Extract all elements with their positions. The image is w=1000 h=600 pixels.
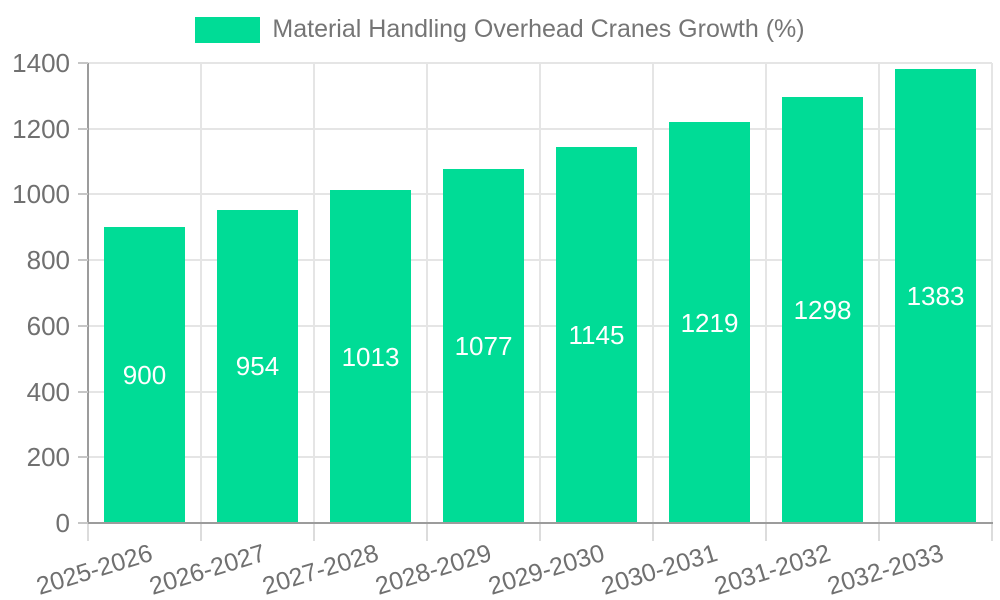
gridline-vertical	[991, 63, 993, 523]
gridline-vertical	[200, 63, 202, 523]
x-tick-label: 2027-2028	[259, 539, 382, 600]
x-tick-label: 2025-2026	[33, 539, 156, 600]
x-tick-label: 2032-2033	[824, 539, 947, 600]
gridline-vertical	[426, 63, 428, 523]
y-tick-mark	[78, 522, 88, 524]
bar-2031-2032: 1298	[782, 96, 863, 523]
gridline-vertical	[313, 63, 315, 523]
legend-series-label: Material Handling Overhead Cranes Growth…	[272, 15, 805, 43]
legend: Material Handling Overhead Cranes Growth…	[0, 15, 1000, 44]
bar-2032-2033: 1383	[895, 68, 976, 523]
x-tick-mark	[991, 524, 993, 541]
bar-value-label: 1013	[341, 341, 400, 372]
gridline-vertical	[765, 63, 767, 523]
gridline-vertical	[878, 63, 880, 523]
bar-value-label: 1145	[568, 319, 625, 350]
y-tick-mark	[78, 324, 88, 327]
y-tick-mark	[78, 127, 88, 130]
gridline-vertical	[539, 63, 541, 523]
y-tick-label: 800	[26, 245, 70, 276]
x-tick-label: 2031-2032	[711, 539, 834, 600]
y-tick-label: 1400	[12, 48, 70, 78]
bar-value-label: 954	[235, 351, 280, 382]
bar-2029-2030: 1145	[556, 146, 637, 523]
x-tick-mark	[765, 524, 767, 541]
x-tick-label: 2029-2030	[485, 539, 608, 600]
x-tick-label: 2030-2031	[598, 539, 721, 600]
y-tick-label: 200	[26, 442, 70, 473]
bar-value-label: 900	[122, 360, 167, 391]
bar-2026-2027: 954	[217, 209, 298, 523]
x-tick-label: 2026-2027	[146, 539, 269, 600]
legend-color-swatch	[195, 16, 261, 43]
x-tick-mark	[426, 524, 428, 541]
bar-value-label: 1077	[454, 331, 513, 362]
y-tick-mark	[78, 259, 88, 262]
y-tick-mark	[78, 456, 88, 459]
y-tick-mark	[78, 193, 88, 196]
y-tick-label: 600	[26, 310, 70, 341]
bar-2028-2029: 1077	[443, 169, 524, 523]
bar-2027-2028: 1013	[330, 190, 411, 523]
x-axis-line	[87, 522, 993, 524]
x-tick-mark	[539, 524, 541, 541]
bar-value-label: 1219	[680, 307, 739, 338]
x-tick-mark	[313, 524, 315, 541]
y-axis-line	[87, 63, 89, 541]
x-tick-mark	[652, 524, 654, 541]
x-tick-mark	[878, 524, 880, 541]
bar-2025-2026: 900	[104, 227, 185, 523]
bar-value-label: 1383	[906, 280, 965, 311]
bar-2030-2031: 1219	[669, 122, 750, 523]
plot-area: 900 954 1013 1077 1145 1219 1298 1383	[88, 62, 993, 523]
y-tick-label: 1000	[12, 179, 70, 210]
y-tick-mark	[78, 62, 88, 64]
x-tick-mark	[87, 524, 89, 541]
y-tick-mark	[78, 390, 88, 393]
y-tick-label: 0	[55, 508, 70, 538]
x-tick-mark	[200, 524, 202, 541]
y-tick-label: 1200	[12, 113, 70, 144]
x-tick-label: 2028-2029	[372, 539, 495, 600]
y-tick-label: 400	[26, 376, 70, 407]
bar-value-label: 1298	[793, 294, 852, 325]
gridline-vertical	[652, 63, 654, 523]
